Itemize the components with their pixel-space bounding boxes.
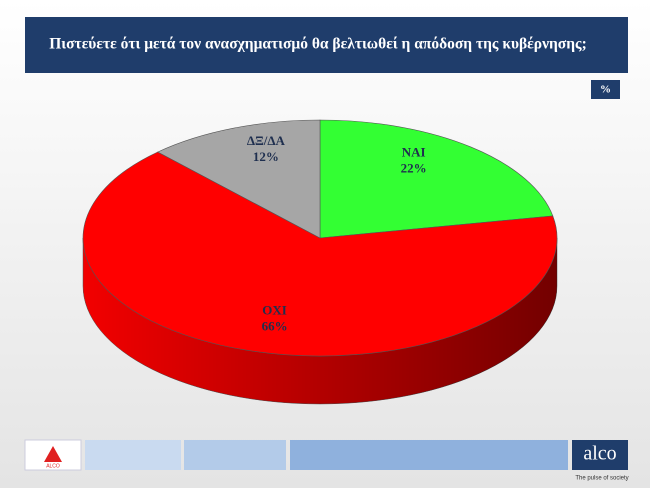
slice-category: ΝΑΙ: [402, 145, 426, 160]
footer-bar: [290, 440, 568, 470]
slice-value-label: 22%: [401, 161, 427, 176]
slice-side-shade: [83, 238, 557, 404]
tagline: The pulse of society: [575, 476, 628, 482]
chart-title: Πιστεύετε ότι μετά τον ανασχηματισμό θα …: [49, 36, 587, 53]
slice: [82, 151, 558, 357]
slice: [157, 119, 321, 239]
unit-label: %: [600, 84, 611, 96]
slice-value-label: 66%: [262, 319, 288, 334]
footer-bar: [184, 440, 286, 470]
unit-badge: [591, 80, 620, 99]
slice-category: ΔΞ/ΔΑ: [247, 133, 286, 148]
logo-icon: [44, 446, 62, 462]
title-bar: [25, 17, 628, 73]
brand-box: [572, 440, 628, 470]
logo-text: ALCO: [46, 463, 60, 469]
slice-category: ΟΧΙ: [262, 303, 287, 318]
brand: alco: [583, 443, 616, 465]
slice-value-label: 12%: [253, 149, 279, 164]
footer-bar: [85, 440, 181, 470]
slice: [319, 119, 554, 239]
